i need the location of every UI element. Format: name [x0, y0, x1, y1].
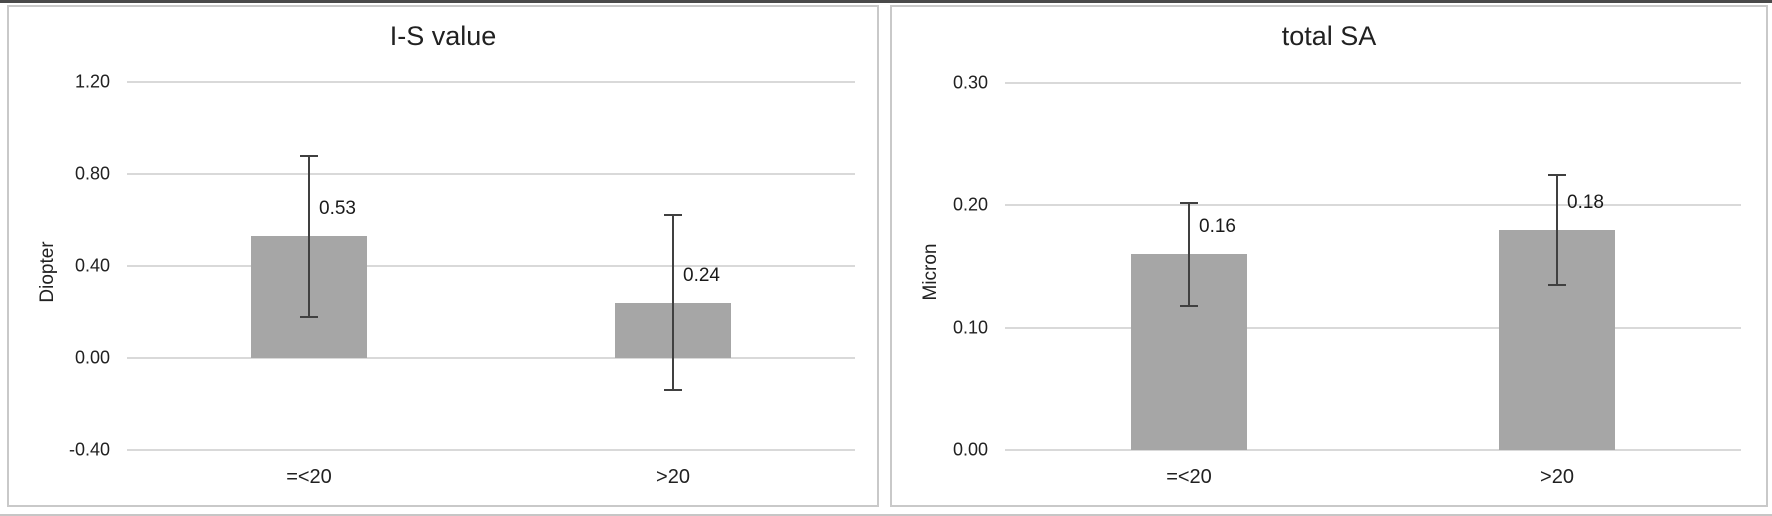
data-label: 0.24 [683, 264, 720, 286]
chart-panel-total-sa: total SA Micron 0.30 0.20 0.10 0.00 0.16 =<20… [890, 5, 1768, 507]
data-label: 0.16 [1199, 216, 1236, 238]
data-label: 0.53 [319, 198, 356, 220]
gridline [1005, 82, 1741, 84]
error-bar-cap [300, 154, 318, 157]
gridline [127, 81, 855, 83]
category-label: >20 [1540, 466, 1574, 488]
error-bar [672, 215, 674, 391]
y-axis-tick-label: 0.20 [952, 194, 988, 215]
gridline [1005, 204, 1741, 207]
gridline [127, 357, 855, 359]
error-bar-cap [300, 315, 318, 318]
y-axis-title: Micron [920, 243, 941, 301]
plot-area: 1.20 0.80 0.40 0.00 -0.40 0.53 =<20 0.24 >20 [69, 72, 855, 488]
y-axis-tick-label: -0.40 [68, 439, 110, 460]
error-bar-cap [1180, 304, 1198, 307]
figure-bottom-edge [0, 514, 1772, 516]
gridline [1005, 326, 1741, 329]
data-label: 0.18 [1567, 191, 1604, 213]
y-axis-title: Diopter [37, 241, 58, 303]
error-bar [1188, 202, 1190, 306]
error-bar-cap [1548, 173, 1566, 176]
gridline [127, 173, 855, 175]
category-label: >20 [656, 466, 690, 488]
y-axis-tick-label: 0.30 [952, 72, 988, 93]
gridline [1005, 449, 1741, 451]
y-axis-tick-label: 0.00 [952, 439, 988, 460]
gridline [127, 449, 855, 451]
error-bar [1556, 174, 1558, 285]
category-label: =<20 [286, 466, 332, 488]
category-label: =<20 [1166, 466, 1212, 488]
y-axis-tick-label: 1.20 [74, 71, 110, 92]
chart-title: total SA [1281, 21, 1377, 51]
chart-panel-is-value: I-S value Diopter 1.20 0.80 0.40 0.00 -0.40 0… [7, 5, 879, 507]
y-axis-tick-label: 0.80 [74, 163, 110, 184]
y-axis-tick-label: 0.00 [74, 347, 110, 368]
gridline [127, 265, 855, 267]
error-bar-cap [1548, 283, 1566, 286]
chart-title: I-S value [389, 21, 497, 51]
error-bar-cap [664, 389, 682, 392]
error-bar-cap [664, 214, 682, 217]
error-bar [308, 155, 310, 317]
y-axis-tick-label: 0.40 [74, 255, 110, 276]
figure-top-edge [0, 0, 1772, 3]
error-bar-cap [1180, 201, 1198, 204]
y-axis-tick-label: 0.10 [952, 317, 988, 338]
plot-area: 0.30 0.20 0.10 0.00 0.16 =<20 0.18 >20 [953, 73, 1741, 488]
